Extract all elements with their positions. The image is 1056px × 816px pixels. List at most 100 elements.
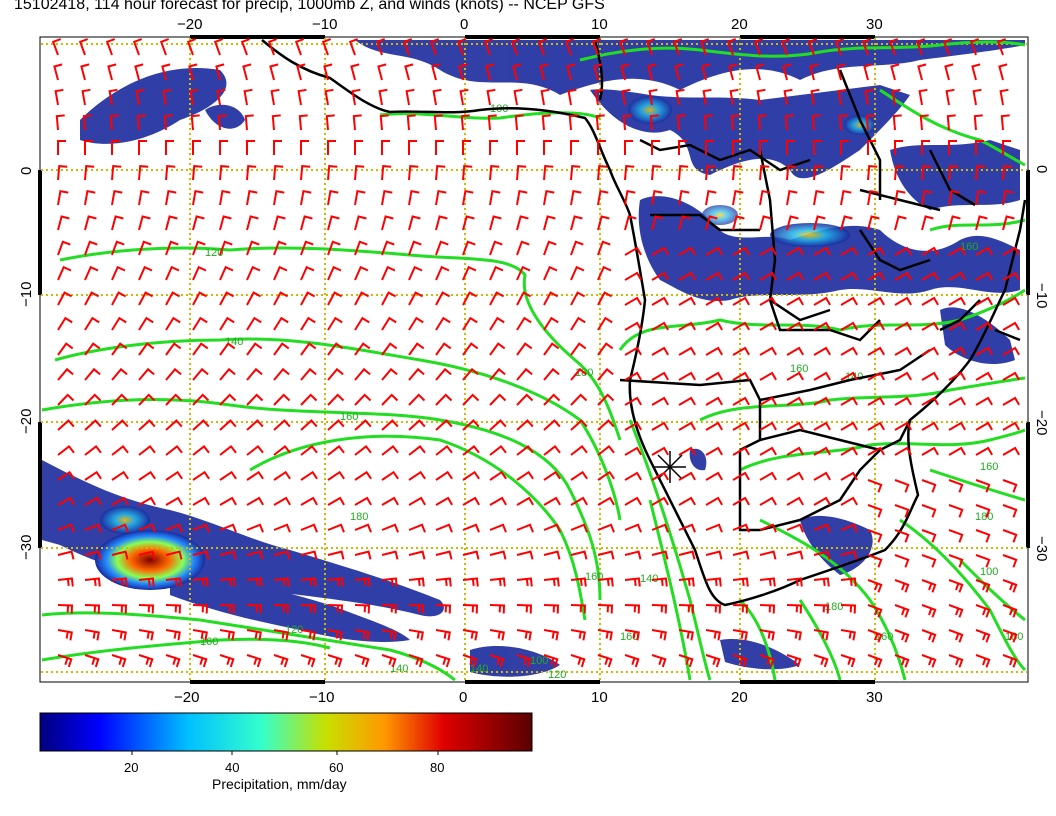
wind-barb [435,577,452,587]
wind-barb [192,496,210,506]
wind-barb [840,396,858,406]
wind-barb [192,629,208,641]
wind-barb [647,63,657,81]
wind-barb [651,271,669,281]
wind-barb [53,63,63,81]
wind-barb [620,63,630,81]
lon-label: 30 [866,689,883,706]
wind-barb [456,38,467,56]
wind-barb [705,396,723,406]
wind-barb [651,471,669,481]
wind-barb [732,296,750,306]
wind-barb [813,446,831,456]
wind-barb [273,470,291,481]
wind-barb [381,577,398,587]
wind-barb [732,446,750,456]
wind-barb [57,265,72,281]
wind-barb [165,654,181,668]
wind-barb [894,604,910,618]
lon-label: −20 [177,16,202,33]
wind-barb [516,342,533,356]
wind-barb [165,342,182,356]
wind-barb [327,629,343,641]
wind-barb [300,654,316,668]
wind-barb [597,577,614,587]
wind-barb [84,190,96,206]
wind-barb [486,88,496,106]
wind-barb [138,291,154,306]
wind-barb [300,393,318,406]
wind-barb [462,629,478,641]
wind-barb [948,396,966,406]
wind-barb [489,367,506,381]
wind-barb [942,38,953,56]
wind-barb [705,140,714,155]
wind-barb [975,504,991,518]
wind-barb [381,240,395,256]
wind-barb [381,496,399,506]
wind-barb [138,445,156,456]
wind-barb [894,629,910,643]
wind-barb [354,316,370,331]
wind-barb [57,291,73,306]
lat-label: 0 [18,167,35,175]
wind-barb [867,554,883,568]
wind-barb [810,88,820,106]
wind-barb [246,654,262,668]
wind-barb [838,114,848,131]
wind-barb [381,393,399,406]
contour-label: 180 [1005,631,1023,643]
wind-barb [163,114,173,131]
wind-barb [243,88,253,106]
wind-barb [327,165,338,181]
wind-barb [759,550,777,560]
wind-barb [867,504,883,518]
wind-barb [921,629,937,643]
wind-barb [543,523,561,533]
wind-barb [597,240,611,256]
wind-barb [516,496,534,506]
wind-barb [273,577,290,587]
wind-barb [678,604,695,614]
wind-barb [81,88,91,106]
wind-barb [890,63,900,81]
wind-barb [111,629,127,641]
wind-barb [813,396,831,406]
wind-barb [435,393,453,406]
wind-barb [516,577,533,587]
wind-barb [165,240,179,256]
wind-barb [701,63,711,81]
wind-barb [678,346,696,356]
wind-barb [543,215,556,231]
wind-barb [462,165,473,181]
wind-barb [948,140,957,155]
wind-barb [543,342,560,356]
wind-barb [246,140,255,155]
height-contours [41,40,1027,682]
wind-barb [948,321,966,331]
wind-barb [433,114,443,131]
wind-barb [840,654,856,668]
wind-barb [165,496,183,506]
wind-barb [732,550,750,560]
wind-barb [543,550,561,560]
contour-label: 160 [980,461,998,473]
wind-barb [78,38,89,56]
wind-barb [864,88,874,106]
wind-barb [705,190,717,206]
wind-barb [431,63,441,81]
wind-barb [651,165,662,181]
wind-barb [381,367,398,381]
wind-barb [327,316,343,331]
wind-barb [489,604,506,614]
wind-barb [408,629,424,641]
wind-barb [732,629,748,641]
wind-barb [138,190,150,206]
wind-barb [190,114,200,131]
wind-barb [975,296,993,306]
lat-labels-right: 0 −10 −20 −30 [1033,165,1050,561]
wind-barb [462,240,476,256]
wind-barb [678,629,694,641]
wind-barb [219,215,232,231]
wind-barb [111,190,123,206]
